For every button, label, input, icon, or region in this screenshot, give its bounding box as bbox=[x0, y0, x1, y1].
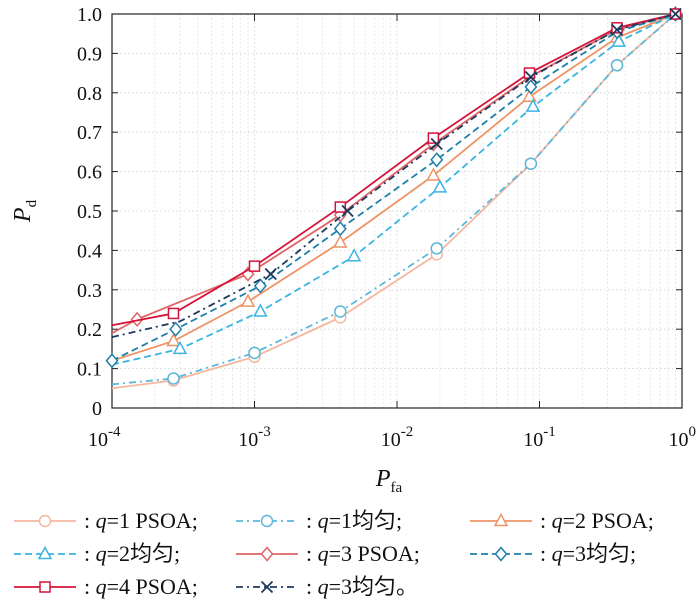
marker-stroke bbox=[524, 70, 538, 84]
data-point bbox=[346, 248, 362, 262]
marker-stroke bbox=[264, 267, 277, 281]
data-point bbox=[432, 179, 448, 193]
data-point bbox=[253, 303, 268, 317]
data-point bbox=[167, 307, 180, 320]
marker-stroke bbox=[260, 580, 274, 594]
data-point bbox=[253, 278, 267, 294]
data-point bbox=[430, 137, 443, 151]
legend-swatch-marker bbox=[39, 581, 51, 593]
legend-label: : q=4 PSOA; bbox=[84, 574, 198, 599]
y-tick-label: 0.1 bbox=[77, 359, 102, 381]
y-tick-label: 1.0 bbox=[77, 4, 102, 26]
data-point bbox=[334, 305, 347, 318]
legend-label: : q=1 PSOA; bbox=[84, 508, 198, 533]
legend-label: : q=3均匀。 bbox=[306, 574, 418, 599]
legend-label: : q=3 PSOA; bbox=[306, 541, 420, 566]
y-tick-label: 0.4 bbox=[77, 240, 102, 262]
legend-item: : q=3均匀; bbox=[470, 541, 636, 566]
data-point bbox=[430, 152, 444, 168]
legend-label: : q=2 PSOA; bbox=[540, 508, 654, 533]
marker-stroke bbox=[669, 7, 682, 21]
data-point bbox=[105, 353, 119, 369]
legend: : q=1 PSOA; : q=1均匀; : q=2 PSOA; : q=2均匀; : … bbox=[14, 508, 654, 599]
marker-stroke bbox=[610, 23, 624, 36]
legend-swatch-marker bbox=[493, 512, 509, 527]
legend-label: : q=2均匀; bbox=[84, 541, 180, 566]
legend-item: : q=2均匀; bbox=[14, 541, 180, 566]
data-point bbox=[264, 267, 277, 281]
y-tick-label: 0.2 bbox=[77, 319, 102, 341]
legend-item: : q=3 PSOA; bbox=[236, 541, 420, 566]
data-point bbox=[525, 98, 541, 112]
legend-item: : q=1 PSOA; bbox=[14, 508, 198, 533]
x-axis-label: Pfa bbox=[375, 466, 403, 496]
series-line bbox=[111, 13, 676, 327]
y-axis-label: Pd bbox=[10, 199, 40, 223]
data-point bbox=[610, 23, 624, 36]
legend-label: : q=3均匀; bbox=[540, 541, 636, 566]
data-point bbox=[611, 22, 623, 34]
legend-swatch-marker bbox=[37, 545, 53, 560]
series-line bbox=[111, 13, 676, 362]
y-tick-label: 0.3 bbox=[77, 280, 102, 302]
series-6 bbox=[105, 6, 682, 369]
legend-label: : q=1均匀; bbox=[306, 508, 402, 533]
marker-stroke bbox=[341, 204, 354, 218]
data-point bbox=[524, 79, 538, 95]
legend-swatch-marker bbox=[260, 546, 274, 562]
series-5 bbox=[111, 6, 682, 334]
data-point bbox=[248, 260, 261, 272]
data-point bbox=[240, 293, 256, 307]
legend-item: : q=3均匀。 bbox=[236, 574, 418, 599]
data-point bbox=[334, 201, 347, 213]
data-point bbox=[169, 321, 183, 337]
x-tick-label: 10-3 bbox=[238, 424, 271, 451]
y-tick-label: 0 bbox=[92, 398, 102, 420]
series-line bbox=[111, 13, 676, 362]
data-point bbox=[172, 340, 188, 355]
data-point bbox=[611, 33, 627, 47]
series-1 bbox=[111, 7, 682, 390]
data-point bbox=[167, 372, 180, 385]
legend-swatch-marker bbox=[38, 514, 52, 528]
data-point bbox=[341, 204, 354, 218]
x-tick-label: 100 bbox=[669, 424, 697, 451]
y-tick-label: 0.7 bbox=[77, 122, 102, 144]
data-point bbox=[166, 332, 181, 347]
legend-item: : q=4 PSOA; bbox=[14, 574, 198, 599]
data-point bbox=[669, 7, 682, 21]
legend-item: : q=1均匀; bbox=[236, 508, 402, 533]
series-3 bbox=[111, 5, 683, 362]
series-line bbox=[111, 13, 677, 390]
series-line bbox=[111, 13, 676, 338]
data-point bbox=[130, 311, 144, 328]
data-point bbox=[426, 167, 441, 181]
data-point bbox=[610, 58, 624, 72]
data-point bbox=[248, 346, 261, 360]
y-tick-label: 0.9 bbox=[77, 43, 102, 65]
x-tick-label: 10-1 bbox=[523, 424, 556, 451]
series-line bbox=[111, 13, 676, 366]
legend-swatch-marker bbox=[260, 514, 274, 528]
y-tick-label: 0.8 bbox=[77, 83, 102, 105]
legend-swatch-marker bbox=[494, 546, 508, 562]
grid-lines bbox=[111, 13, 682, 409]
legend-swatch-marker bbox=[260, 580, 274, 594]
x-tick-label: 10-4 bbox=[88, 424, 121, 451]
x-tick-label: 10-2 bbox=[381, 424, 414, 451]
marker-stroke bbox=[430, 137, 443, 151]
legend-item: : q=2 PSOA; bbox=[470, 508, 654, 533]
data-point bbox=[333, 221, 347, 237]
data-point bbox=[524, 70, 538, 84]
data-point bbox=[524, 157, 538, 170]
data-point bbox=[427, 132, 440, 144]
data-point bbox=[522, 88, 537, 102]
data-point bbox=[333, 234, 348, 248]
series-8 bbox=[111, 7, 682, 338]
data-point bbox=[430, 242, 443, 255]
y-tick-label: 0.6 bbox=[77, 162, 102, 184]
y-tick-label: 0.5 bbox=[77, 201, 102, 223]
series-7 bbox=[111, 8, 682, 327]
